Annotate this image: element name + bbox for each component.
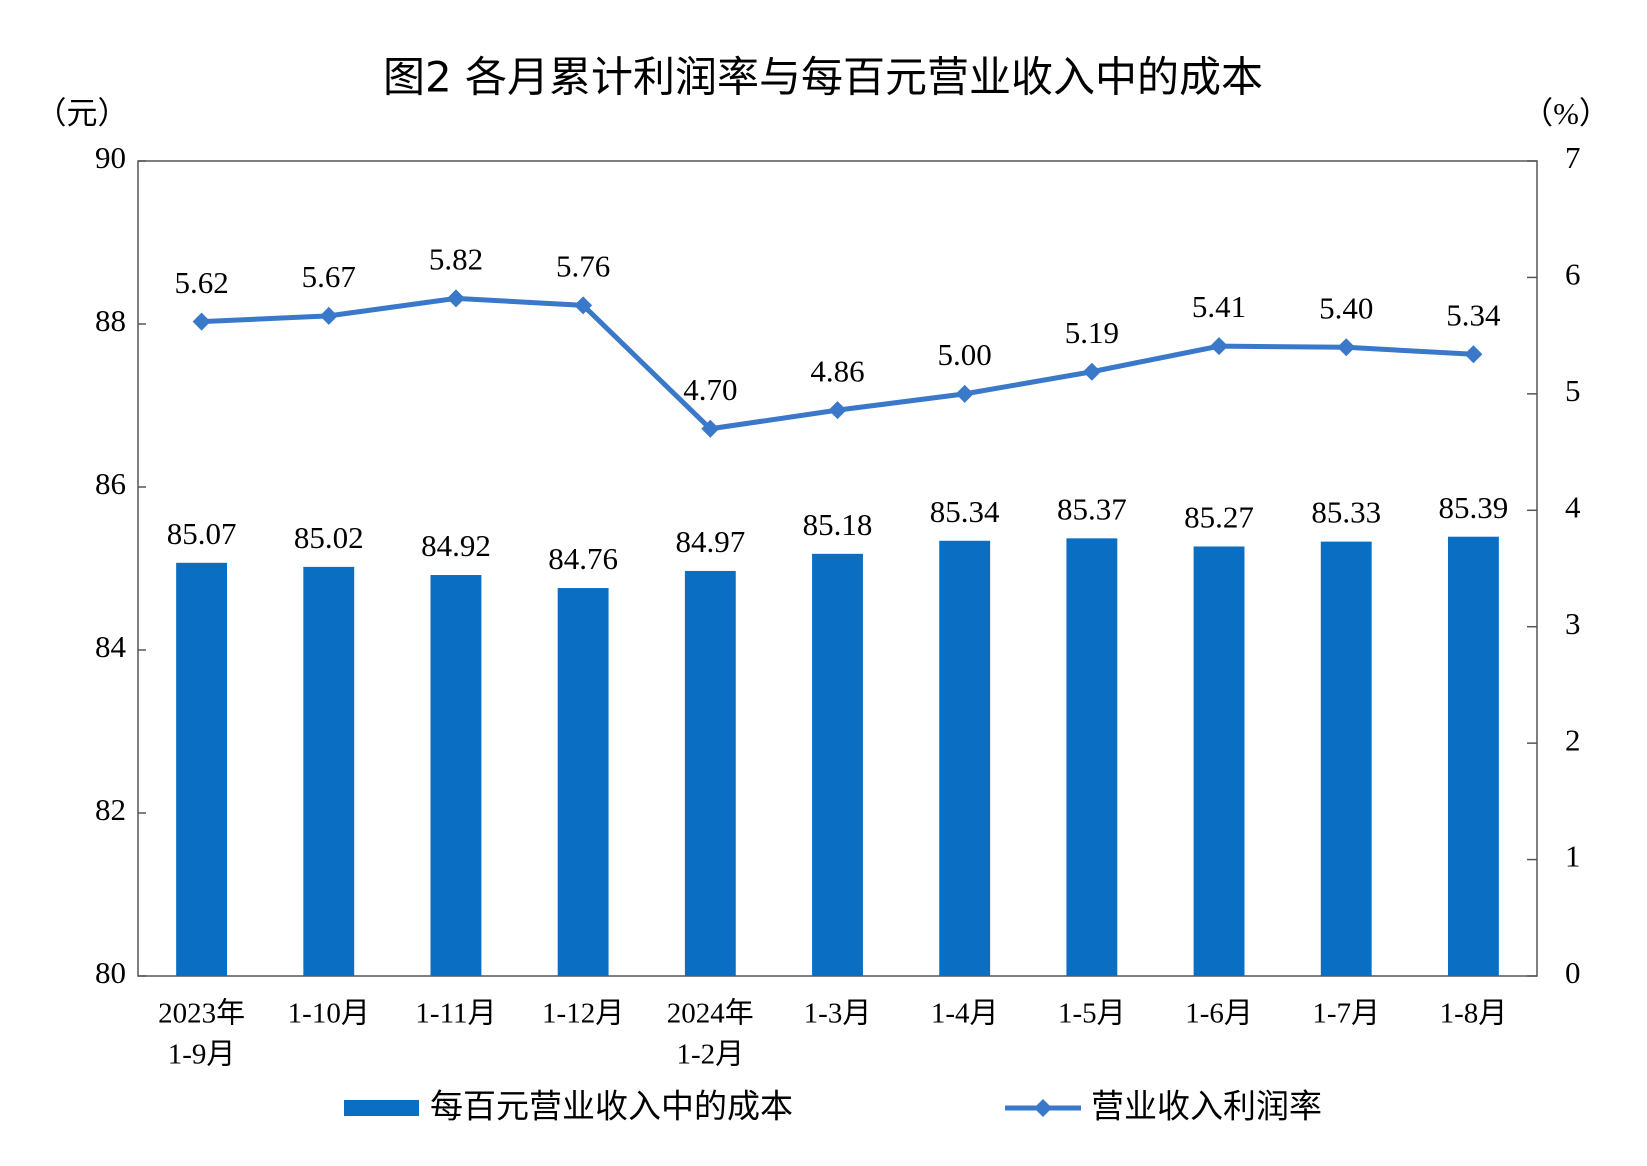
line-marker xyxy=(1464,345,1483,364)
y2-tick-label: 4 xyxy=(1565,489,1581,524)
bar-value-label: 84.97 xyxy=(675,524,745,559)
legend-marker xyxy=(1034,1099,1052,1117)
y-tick-label: 86 xyxy=(95,466,126,501)
x-tick-label: 1-11月 xyxy=(415,998,496,1030)
line-value-label: 5.41 xyxy=(1192,289,1246,324)
bar-value-label: 85.07 xyxy=(167,516,237,551)
line-marker xyxy=(574,296,593,315)
line-value-label: 5.00 xyxy=(938,337,992,372)
y-tick-label: 84 xyxy=(95,629,127,664)
line-value-label: 5.76 xyxy=(556,248,610,283)
y2-tick-label: 5 xyxy=(1565,373,1581,408)
y-tick-label: 88 xyxy=(95,303,126,338)
line-marker xyxy=(1337,338,1356,357)
legend-swatch xyxy=(344,1100,419,1116)
bar xyxy=(557,588,609,976)
y2-tick-label: 7 xyxy=(1565,140,1581,175)
line-value-label: 4.70 xyxy=(683,372,737,407)
x-tick-label: 1-9月 xyxy=(168,1039,236,1071)
bar-value-label: 85.02 xyxy=(294,520,364,555)
bar-value-label: 85.18 xyxy=(803,507,873,542)
line-marker xyxy=(701,419,720,438)
bar-value-label: 85.33 xyxy=(1311,495,1381,530)
bar xyxy=(812,553,863,976)
line-marker xyxy=(319,306,338,325)
x-tick-label: 2023年 xyxy=(158,997,245,1030)
legend-label: 营业收入利润率 xyxy=(1091,1087,1322,1126)
bar xyxy=(430,575,482,976)
x-tick-label: 1-7月 xyxy=(1312,998,1380,1030)
bar xyxy=(1066,538,1118,976)
bar xyxy=(939,540,991,976)
bar xyxy=(1320,541,1372,976)
x-tick-label: 1-4月 xyxy=(931,998,999,1030)
x-tick-label: 1-5月 xyxy=(1058,998,1126,1030)
y-axis-label: （元） xyxy=(36,96,129,131)
line-marker xyxy=(828,401,847,420)
x-tick-label: 2024年 xyxy=(667,997,754,1030)
y2-tick-label: 3 xyxy=(1565,606,1581,641)
x-tick-label: 1-12月 xyxy=(542,998,624,1030)
bar-value-label: 85.27 xyxy=(1184,500,1254,535)
y2-tick-label: 1 xyxy=(1565,839,1581,874)
x-tick-label: 1-10月 xyxy=(288,998,370,1030)
line-value-label: 5.40 xyxy=(1319,290,1373,325)
bar-value-label: 84.76 xyxy=(548,541,618,576)
bar xyxy=(1193,546,1245,976)
y-tick-label: 80 xyxy=(95,955,126,990)
line-marker xyxy=(1210,337,1229,356)
chart-title: 图2 各月累计利润率与每百元营业收入中的成本 xyxy=(383,53,1263,102)
y2-tick-label: 6 xyxy=(1565,257,1581,292)
line-marker xyxy=(955,384,974,403)
line-marker xyxy=(1082,362,1101,381)
bar xyxy=(684,570,736,976)
bar-value-label: 84.92 xyxy=(421,528,491,563)
legend-label: 每百元营业收入中的成本 xyxy=(430,1087,793,1126)
y2-tick-label: 0 xyxy=(1565,955,1581,990)
bar xyxy=(303,566,355,976)
x-tick-label: 1-3月 xyxy=(804,998,872,1030)
line-value-label: 5.34 xyxy=(1446,297,1501,332)
line-marker xyxy=(192,312,211,331)
line-value-label: 5.67 xyxy=(302,259,356,294)
y-tick-label: 82 xyxy=(95,792,126,827)
line-value-label: 4.86 xyxy=(810,353,864,388)
line-value-label: 5.62 xyxy=(174,265,228,300)
bar xyxy=(176,562,228,976)
y2-tick-label: 2 xyxy=(1565,722,1581,757)
bar-value-label: 85.34 xyxy=(930,494,1000,529)
x-tick-label: 1-2月 xyxy=(676,1039,744,1071)
y2-axis-label: （%） xyxy=(1522,96,1610,131)
x-tick-label: 1-8月 xyxy=(1440,998,1508,1030)
line-marker xyxy=(446,289,465,308)
line-value-label: 5.82 xyxy=(429,241,483,276)
bar-value-label: 85.37 xyxy=(1057,491,1127,526)
line-value-label: 5.19 xyxy=(1065,315,1119,350)
bar xyxy=(1447,536,1499,976)
bar-value-label: 85.39 xyxy=(1439,490,1509,525)
y-tick-label: 90 xyxy=(95,140,126,175)
x-tick-label: 1-6月 xyxy=(1185,998,1253,1030)
